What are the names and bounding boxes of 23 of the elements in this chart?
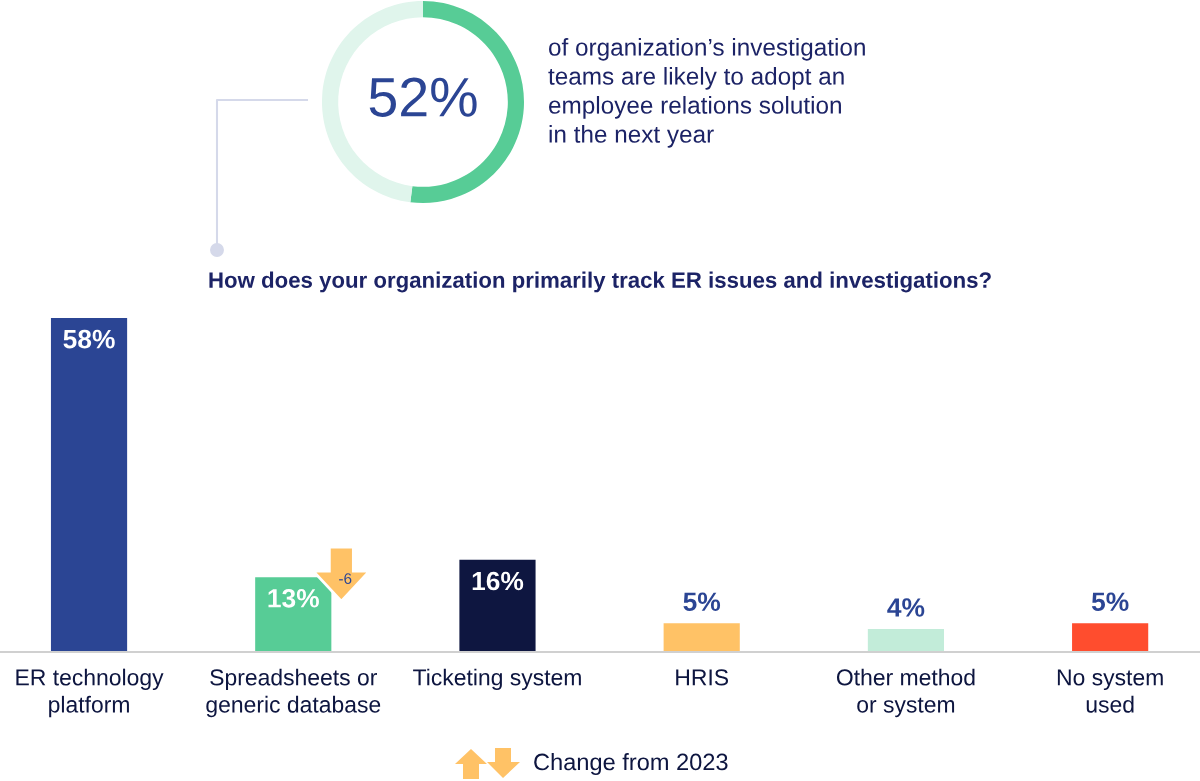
x-tick-label: No system used	[1057, 669, 1163, 713]
text: of organization’s investigation teams are likely to adopt an employee relations solution in the next year	[548, 38, 865, 148]
x-tick-label: Other method or system	[836, 668, 975, 718]
bar	[867, 628, 945, 652]
data-label: 16%	[472, 571, 524, 591]
chart-title: How does your organization primarily track ER issues and investigations?	[209, 271, 991, 293]
annotation: -6	[339, 573, 352, 585]
x-tick-label: HRIS	[676, 669, 729, 686]
bar	[50, 318, 128, 652]
bar	[663, 623, 740, 652]
bar	[255, 577, 332, 652]
bar	[459, 559, 536, 652]
x-tick-label: ER technology platform	[16, 668, 164, 718]
x-tick-label: Spreadsheets or generic database	[206, 668, 381, 718]
bar	[1072, 623, 1149, 652]
data-label: 4%	[887, 598, 925, 617]
data-label: 58%	[63, 329, 115, 349]
data-label: 13%	[268, 588, 319, 608]
data-label: 5%	[683, 592, 721, 612]
x-tick-label: Ticketing system	[413, 668, 581, 691]
text: Change from 2023	[534, 752, 728, 776]
data-label: 52%	[369, 77, 477, 117]
data-label: 5%	[1091, 592, 1129, 612]
